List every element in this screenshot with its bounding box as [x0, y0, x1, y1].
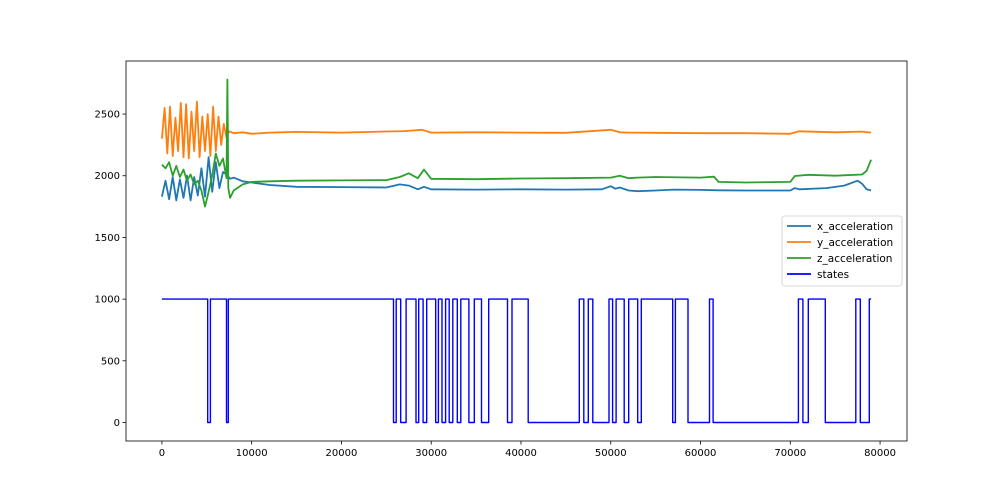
x-tick-label: 30000	[415, 448, 447, 459]
legend-label-x-acceleration: x_acceleration	[817, 221, 893, 233]
series-line-states	[161, 298, 872, 424]
x-tick-label: 80000	[864, 448, 896, 459]
series-line-z-acceleration	[161, 78, 872, 208]
x-tick-label: 10000	[236, 448, 268, 459]
x-tick-label: 40000	[505, 448, 537, 459]
x-tick-label: 20000	[326, 448, 358, 459]
x-tick-label: 0	[159, 448, 165, 459]
legend-label-y-acceleration: y_acceleration	[817, 237, 893, 249]
legend: x_acceleration y_acceleration z_accelerati…	[781, 215, 903, 287]
y-tick-label: 2000	[95, 171, 120, 182]
x-tick-label: 50000	[595, 448, 627, 459]
x-axis: 0 10000 20000 30000 40000 50000 60000 70000 8000…	[159, 441, 896, 459]
legend-label-z-acceleration: z_acceleration	[817, 253, 892, 265]
y-tick-label: 0	[114, 418, 120, 429]
series-line-x-acceleration	[161, 156, 872, 202]
y-tick-label: 1500	[95, 233, 120, 244]
legend-label-states: states	[817, 269, 849, 281]
y-axis: 0 500 1000 1500 2000 2500	[95, 110, 126, 429]
legend-box	[781, 215, 903, 287]
x-tick-label: 60000	[685, 448, 717, 459]
y-tick-label: 1000	[95, 295, 120, 306]
series-layer	[161, 78, 872, 424]
x-tick-label: 70000	[774, 448, 806, 459]
plot-frame	[125, 60, 908, 442]
y-tick-label: 2500	[95, 110, 120, 121]
y-tick-label: 500	[101, 356, 120, 367]
